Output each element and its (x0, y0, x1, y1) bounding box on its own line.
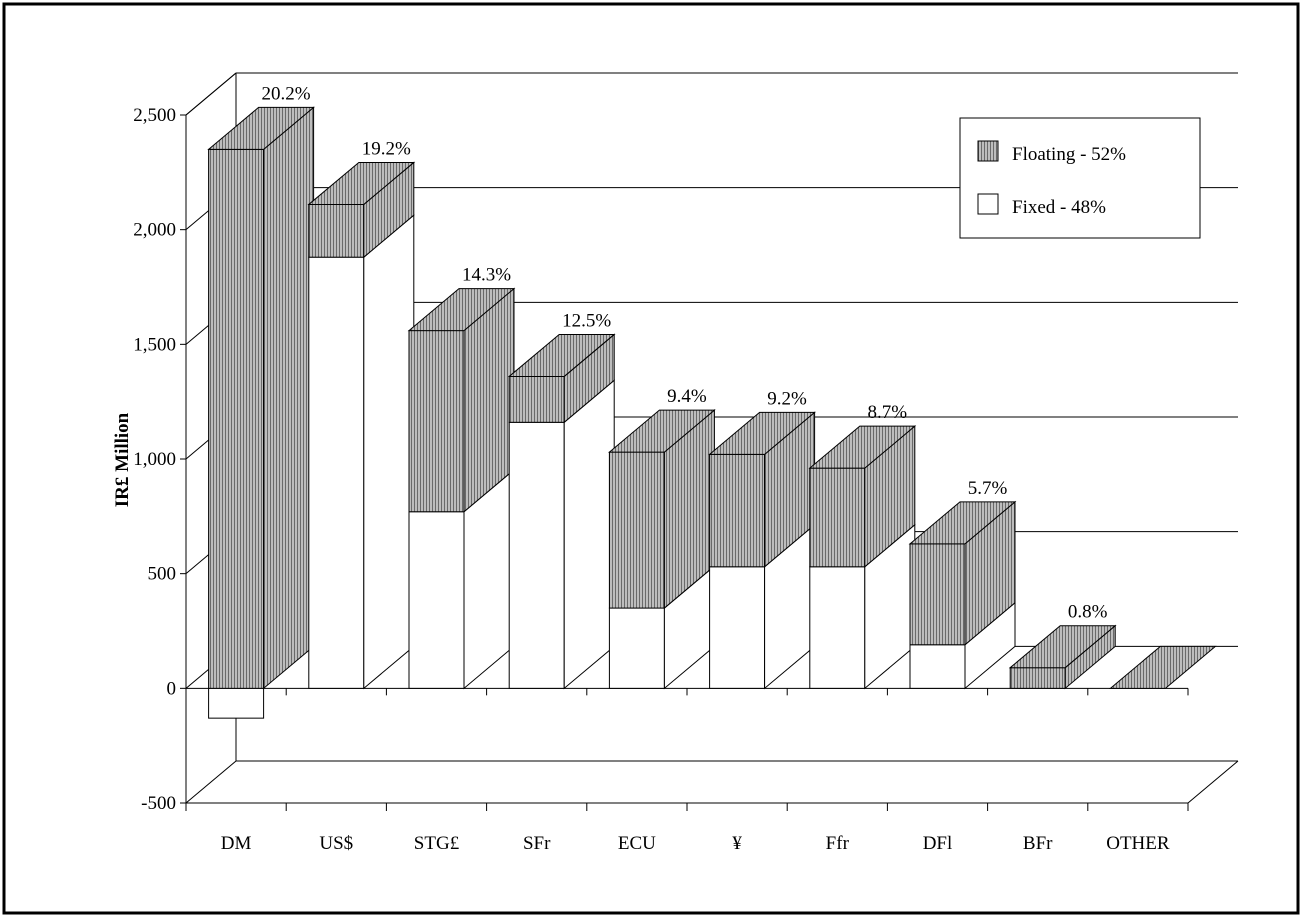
category-label: ¥ (732, 833, 742, 854)
percent-label: 5.7% (968, 478, 1008, 499)
percent-label: 9.4% (667, 386, 707, 407)
floor-left-edge (185, 760, 237, 804)
bar-floating-top (1109, 645, 1217, 689)
bar-floating-front (909, 543, 966, 646)
percent-labels: 20.2% 19.2% 14.3% 12.5% 9.4% 9.2% 8.7% 5.7% 0.8% (262, 83, 1108, 622)
legend-box (959, 117, 1201, 239)
y-tick-label: 2,500 (133, 105, 176, 126)
bar-fixed-side (363, 214, 415, 690)
category-label: SFr (523, 833, 551, 854)
bar-US$ (307, 161, 416, 690)
percent-label: 20.2% (262, 83, 311, 104)
percent-label: 8.7% (868, 402, 908, 423)
y-tick-label: 0 (167, 678, 177, 699)
bar-ECU (608, 409, 716, 690)
bar-BFr (1008, 624, 1117, 690)
category-label: Ffr (826, 833, 850, 854)
bar-floating-side (263, 106, 315, 690)
percent-label: 0.8% (1068, 602, 1108, 623)
floor-right-edge (1187, 760, 1239, 804)
bar-SFr (507, 333, 616, 690)
category-label: DM (221, 833, 252, 854)
bar-floating-front (1009, 667, 1066, 689)
category-label: US$ (319, 833, 353, 854)
percent-label: 14.3% (462, 265, 511, 286)
y-tick-label: 1,000 (133, 449, 176, 470)
y-tick-label: 500 (148, 564, 177, 585)
bar-floating-top (708, 411, 816, 455)
bar-fixed-side (563, 379, 615, 690)
bar-fixed-front (809, 566, 866, 689)
bar-floating-top (1008, 625, 1117, 669)
bars (207, 106, 1217, 719)
bar-floating-front (208, 148, 265, 689)
legend-label-fixed: Fixed - 48% (1012, 197, 1106, 218)
bar-fixed-front (709, 566, 766, 689)
bar-DM (207, 106, 315, 719)
percent-label: 19.2% (362, 138, 411, 159)
bar-fixed-front (909, 644, 966, 689)
legend: Floating - 52% Fixed - 48% (959, 117, 1201, 239)
bar-¥ (708, 411, 816, 690)
percent-label: 9.2% (767, 388, 807, 409)
bar-floating-top (608, 409, 716, 453)
bar-fixed-front (508, 421, 565, 689)
bar-floating-front (408, 330, 465, 513)
bar-Ffr (808, 425, 917, 690)
category-label: STG£ (414, 833, 459, 854)
y-tick-label: -500 (141, 793, 176, 814)
bar-floating-top (407, 288, 516, 332)
bar-floating-front (308, 203, 365, 258)
bar-DFl (908, 500, 1017, 690)
bar-OTHER (1109, 645, 1217, 689)
legend-label-floating: Floating - 52% (1012, 144, 1126, 165)
y-tick-label: 1,500 (133, 334, 176, 355)
bar-floating-top (908, 501, 1017, 545)
y-tick-label: 2,000 (133, 220, 176, 241)
percent-label: 12.5% (562, 310, 611, 331)
bar-floating-top (507, 333, 616, 377)
bar-fixed-front (408, 511, 465, 689)
bar-floating-front (709, 453, 766, 568)
bar-floating-front (608, 451, 665, 609)
bar-STG£ (407, 287, 516, 690)
legend-swatch-fixed (977, 193, 999, 215)
y-axis-label: IR£ Million (112, 412, 133, 507)
category-label: ECU (618, 833, 656, 854)
bar-floating-front (809, 467, 866, 568)
legend-swatch-floating (977, 140, 999, 162)
bar-fixed-front (308, 256, 365, 689)
category-label: OTHER (1106, 833, 1170, 854)
bar-floating-front (508, 375, 565, 423)
bar-fixed-front (208, 687, 265, 719)
category-label: BFr (1023, 833, 1053, 854)
bar-floating-top (808, 425, 917, 469)
category-label: DFl (923, 833, 953, 854)
gridline-left-wall (185, 72, 237, 116)
bar-floating-top (207, 106, 315, 150)
bar-fixed-front (608, 607, 665, 689)
bar-floating-top (307, 161, 416, 205)
